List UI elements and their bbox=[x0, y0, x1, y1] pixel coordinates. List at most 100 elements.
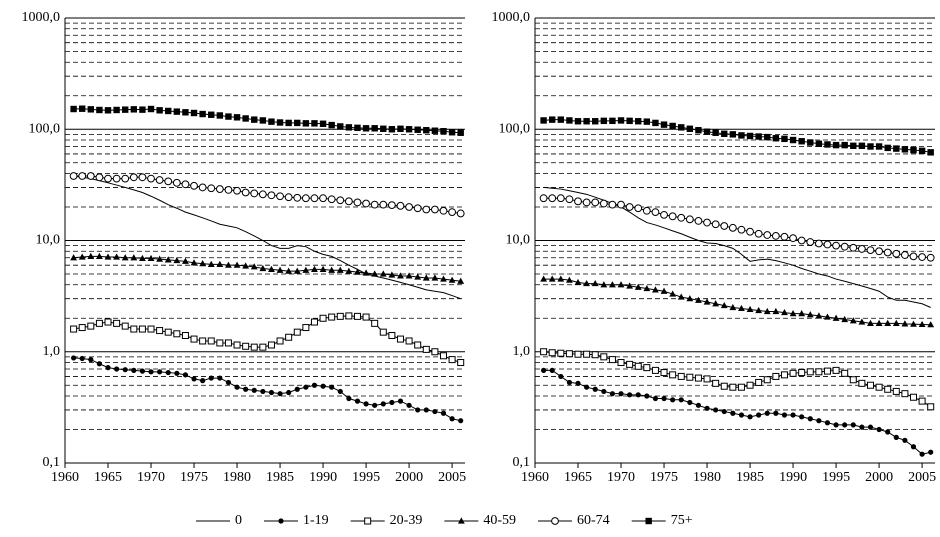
marker bbox=[405, 126, 413, 133]
marker bbox=[866, 246, 875, 254]
marker bbox=[712, 129, 719, 136]
x-tick-label: 1990 bbox=[779, 470, 807, 485]
marker bbox=[875, 319, 883, 326]
marker bbox=[850, 422, 856, 428]
marker bbox=[389, 399, 395, 406]
marker bbox=[242, 115, 249, 122]
series-line bbox=[73, 175, 461, 214]
marker bbox=[327, 195, 336, 204]
marker bbox=[329, 384, 335, 390]
marker bbox=[652, 286, 659, 293]
series-line bbox=[73, 175, 461, 300]
marker bbox=[677, 372, 685, 380]
marker bbox=[432, 408, 438, 415]
marker bbox=[738, 412, 745, 418]
marker bbox=[379, 200, 388, 209]
legend-marker bbox=[457, 517, 465, 524]
marker bbox=[651, 208, 660, 217]
marker bbox=[763, 231, 772, 239]
marker bbox=[104, 253, 112, 260]
marker bbox=[353, 312, 361, 320]
marker bbox=[797, 236, 806, 245]
marker bbox=[609, 281, 616, 288]
marker bbox=[557, 275, 565, 282]
marker bbox=[346, 395, 352, 402]
marker bbox=[807, 416, 813, 422]
marker bbox=[148, 369, 154, 375]
marker bbox=[242, 262, 250, 269]
marker bbox=[259, 117, 267, 124]
marker bbox=[456, 209, 465, 218]
marker bbox=[457, 359, 465, 367]
marker bbox=[87, 252, 95, 259]
marker bbox=[354, 124, 361, 132]
marker bbox=[918, 253, 926, 261]
marker bbox=[670, 397, 676, 403]
marker bbox=[754, 229, 763, 238]
marker bbox=[927, 403, 935, 411]
marker bbox=[293, 328, 301, 336]
marker bbox=[439, 206, 448, 215]
marker bbox=[592, 386, 598, 392]
marker bbox=[737, 383, 745, 391]
marker bbox=[790, 412, 796, 418]
marker bbox=[379, 328, 387, 336]
marker bbox=[833, 422, 839, 428]
marker bbox=[207, 184, 216, 193]
marker bbox=[131, 367, 137, 373]
marker bbox=[104, 318, 112, 326]
marker bbox=[807, 139, 814, 146]
marker bbox=[259, 343, 267, 351]
marker bbox=[242, 342, 250, 350]
marker bbox=[626, 360, 634, 368]
marker bbox=[729, 131, 737, 138]
marker bbox=[431, 127, 439, 134]
marker bbox=[165, 369, 171, 376]
y-tick-label: 1,0 bbox=[43, 344, 61, 359]
marker bbox=[609, 391, 616, 397]
marker bbox=[79, 105, 86, 112]
marker bbox=[345, 124, 353, 131]
marker bbox=[781, 135, 788, 143]
marker bbox=[182, 372, 189, 378]
marker bbox=[627, 392, 633, 398]
marker bbox=[87, 322, 95, 330]
marker bbox=[755, 378, 763, 386]
marker bbox=[720, 382, 728, 390]
marker bbox=[199, 337, 207, 345]
marker bbox=[387, 201, 396, 210]
marker bbox=[712, 379, 720, 387]
x-tick-label: 1995 bbox=[352, 470, 380, 485]
marker bbox=[678, 397, 684, 403]
marker bbox=[927, 321, 935, 328]
legend-entry: 40-59 bbox=[444, 513, 516, 528]
marker bbox=[448, 208, 456, 217]
marker bbox=[540, 348, 548, 356]
marker bbox=[901, 146, 909, 153]
marker bbox=[600, 281, 608, 288]
marker bbox=[181, 180, 190, 189]
marker bbox=[884, 144, 891, 152]
marker bbox=[113, 319, 121, 327]
marker bbox=[354, 268, 361, 275]
marker bbox=[635, 392, 641, 398]
marker bbox=[216, 260, 224, 267]
marker bbox=[720, 222, 729, 230]
marker bbox=[601, 388, 607, 395]
marker bbox=[644, 393, 650, 399]
marker bbox=[876, 426, 882, 433]
marker bbox=[130, 254, 138, 261]
marker bbox=[540, 275, 548, 282]
marker bbox=[388, 331, 396, 339]
marker bbox=[413, 204, 422, 213]
marker bbox=[458, 418, 464, 424]
marker bbox=[694, 374, 702, 382]
marker bbox=[276, 119, 284, 126]
marker bbox=[875, 247, 883, 256]
marker bbox=[926, 253, 935, 262]
marker bbox=[449, 416, 455, 422]
marker bbox=[397, 272, 404, 279]
marker bbox=[686, 373, 694, 381]
y-tick-label: 10,0 bbox=[36, 233, 61, 248]
marker bbox=[440, 410, 447, 416]
